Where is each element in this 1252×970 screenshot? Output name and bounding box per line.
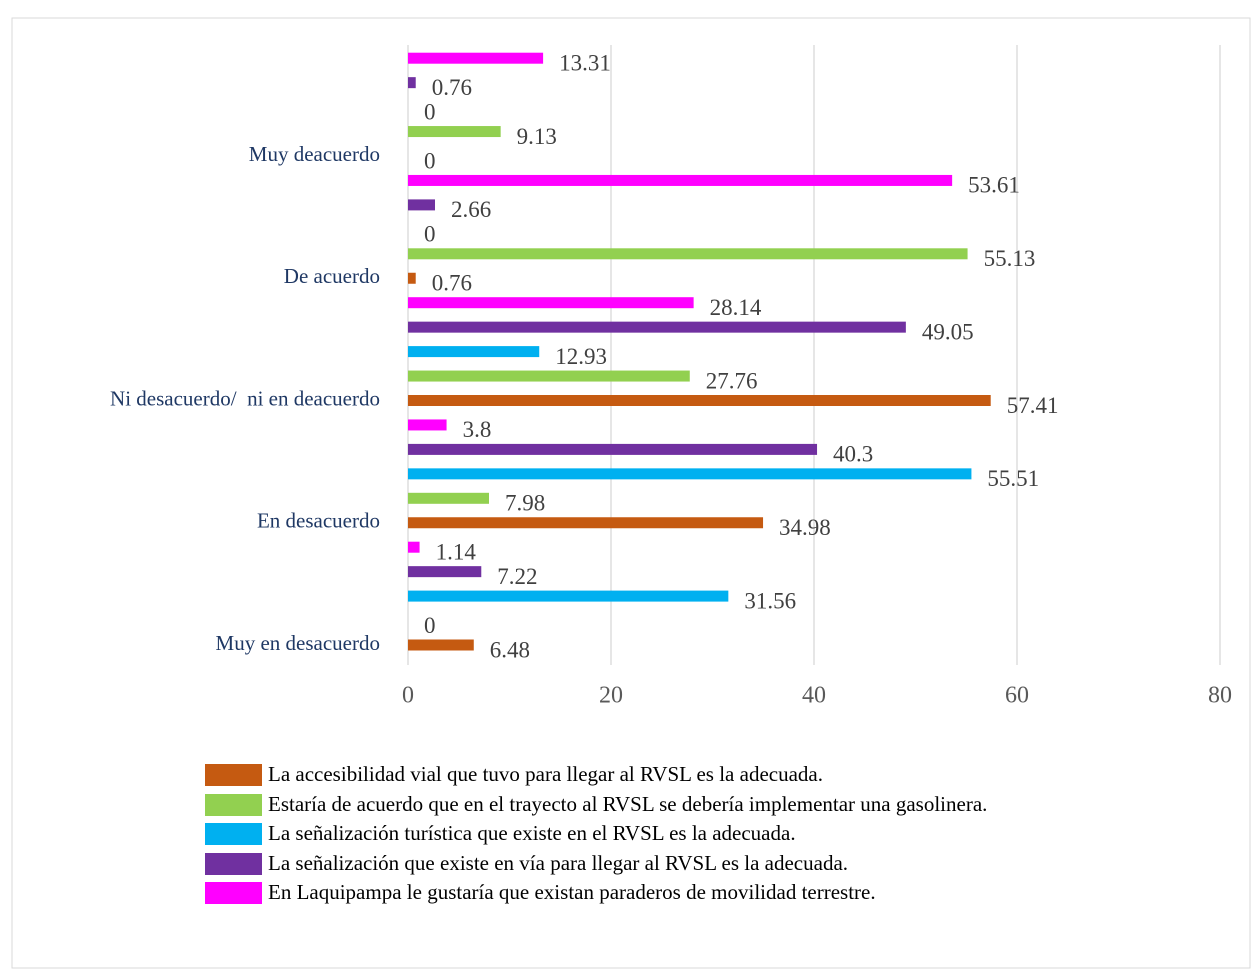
x-tick-label: 60 — [1005, 683, 1029, 709]
legend-swatch — [205, 764, 262, 786]
data-label: 34.98 — [779, 515, 831, 540]
data-label: 57.41 — [1007, 393, 1059, 418]
bar — [408, 395, 991, 406]
x-tick-label: 0 — [402, 683, 414, 709]
data-label: 6.48 — [490, 637, 530, 662]
y-tick-label: En desacuerdo — [257, 509, 380, 533]
bar — [408, 297, 694, 309]
bar — [408, 321, 906, 333]
legend-swatch — [205, 882, 262, 904]
x-tick-label: 20 — [599, 683, 623, 709]
data-label: 28.14 — [710, 295, 762, 320]
bar — [408, 370, 690, 382]
legend-label: En Laquipampa le gustaría que existan pa… — [268, 880, 876, 904]
data-label: 2.66 — [451, 197, 491, 222]
data-label: 31.56 — [744, 588, 796, 613]
bar — [408, 541, 420, 553]
bar — [408, 566, 482, 578]
x-tick-label: 80 — [1208, 683, 1232, 709]
data-label: 1.14 — [436, 539, 477, 564]
bar — [408, 517, 764, 529]
x-tick-label: 40 — [802, 683, 826, 709]
data-label: 3.8 — [463, 417, 492, 442]
data-label: 0.76 — [432, 75, 472, 100]
data-label: 55.13 — [984, 246, 1036, 271]
bar — [408, 639, 474, 651]
bar — [408, 248, 968, 260]
legend-swatch — [205, 852, 262, 875]
data-label: 0 — [424, 222, 436, 247]
y-tick-label: De acuerdo — [284, 264, 380, 288]
data-label: 7.98 — [505, 491, 545, 516]
legend-swatch — [205, 793, 262, 816]
chart-border — [11, 17, 1251, 969]
bar — [408, 492, 489, 504]
legend-item: La señalización que existe en vía para l… — [205, 849, 1105, 879]
bar — [408, 77, 416, 89]
data-label: 40.3 — [833, 442, 873, 467]
data-label: 55.51 — [987, 466, 1039, 491]
y-tick-label: Ni desacuerdo/ ni en deacuerdo — [110, 386, 380, 410]
bar — [408, 346, 540, 358]
legend-label: La accesibilidad vial que tuvo para lleg… — [268, 762, 823, 786]
data-label: 0 — [424, 148, 436, 173]
data-label: 9.13 — [517, 124, 557, 149]
data-label: 0 — [424, 613, 436, 638]
bar — [408, 174, 953, 186]
bar — [408, 419, 447, 431]
data-label: 0.76 — [432, 271, 472, 296]
bar — [408, 272, 416, 284]
legend-item: La accesibilidad vial que tuvo para lleg… — [205, 760, 1105, 790]
data-label: 53.61 — [968, 173, 1020, 198]
data-label: 12.93 — [555, 344, 607, 369]
legend-swatch — [205, 823, 262, 845]
legend-item: Estaría de acuerdo que en el trayecto al… — [205, 790, 1105, 820]
legend-label: La señalización turística que existe en … — [268, 821, 796, 845]
data-label: 0 — [424, 99, 436, 124]
legend: La accesibilidad vial que tuvo para lleg… — [205, 760, 1105, 908]
bar — [408, 199, 435, 211]
bar — [408, 468, 972, 480]
data-label: 13.31 — [559, 50, 611, 75]
bar — [408, 126, 501, 138]
legend-item: En Laquipampa le gustaría que existan pa… — [205, 878, 1105, 908]
bar — [408, 443, 818, 455]
data-label: 27.76 — [706, 368, 758, 393]
bar — [408, 52, 544, 64]
data-label: 49.05 — [922, 319, 974, 344]
legend-label: Estaría de acuerdo que en el trayecto al… — [268, 791, 988, 816]
y-tick-label: Muy deacuerdo — [249, 142, 380, 166]
data-label: 7.22 — [497, 564, 537, 589]
bar — [408, 590, 729, 602]
legend-label: La señalización que existe en vía para l… — [268, 850, 849, 875]
legend-item: La señalización turística que existe en … — [205, 819, 1105, 849]
y-tick-label: Muy en desacuerdo — [216, 631, 380, 655]
